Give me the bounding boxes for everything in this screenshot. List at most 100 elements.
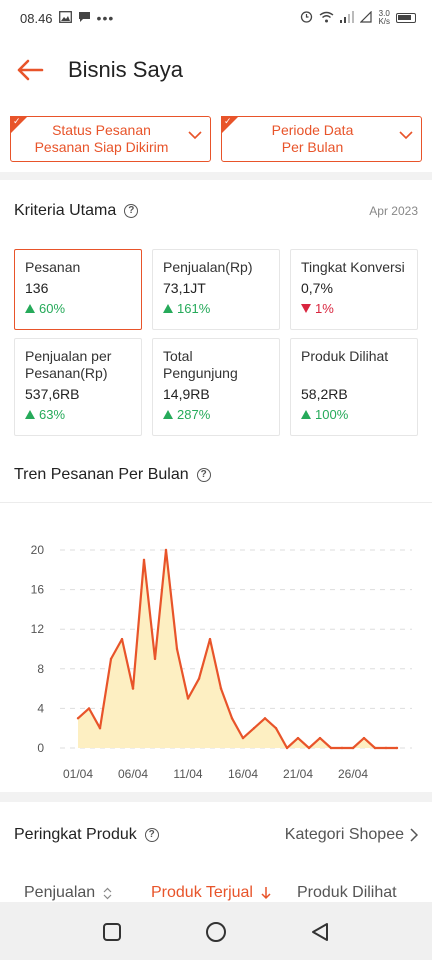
trend-up-icon (301, 410, 311, 419)
order-status-dropdown[interactable]: ✓ Status Pesanan Pesanan Siap Dikirim (10, 116, 211, 162)
x-tick-label: 06/04 (118, 767, 148, 781)
metric-card-product-views[interactable]: Produk Dilihat 58,2RB 100% (290, 338, 418, 436)
wifi-icon (319, 11, 334, 26)
sort-tab-product-views[interactable]: Produk Dilihat (297, 884, 397, 902)
metric-card-orders[interactable]: Pesanan 136 60% (14, 249, 142, 330)
signal-empty-icon (359, 10, 373, 26)
data-point (296, 736, 300, 740)
metrics-date: Apr 2023 (369, 204, 418, 218)
series-line (77, 548, 397, 750)
help-icon[interactable]: ? (124, 204, 139, 218)
alarm-icon (300, 10, 313, 26)
recent-apps-button[interactable] (100, 920, 124, 944)
data-point (87, 707, 91, 710)
data-point (109, 657, 113, 661)
page-title: Bisnis Saya (68, 57, 183, 82)
data-period-label: Periode Data (271, 122, 354, 138)
x-tick-label: 16/04 (228, 767, 258, 781)
network-speed: 3.0 K/s (378, 10, 390, 26)
chevron-right-icon (410, 828, 418, 842)
trend-up-icon (25, 304, 35, 313)
data-point (175, 647, 179, 651)
data-point (120, 637, 124, 641)
order-status-value: Pesanan Siap Dikirim (34, 139, 169, 155)
data-point (230, 717, 234, 720)
metric-value: 537,6RB (25, 386, 80, 402)
chat-icon (78, 11, 91, 26)
metric-label: Tingkat Konversi (301, 259, 405, 275)
metric-card-total-visitors[interactable]: Total Pengunjung 14,9RB 287% (152, 338, 280, 436)
order-status-label: Status Pesanan (52, 122, 151, 138)
check-icon: ✓ (224, 116, 232, 126)
x-tick-label: 11/04 (173, 767, 202, 781)
product-ranking-card: Peringkat Produk ? Kategori Shopee Penju… (0, 802, 432, 902)
home-button[interactable] (204, 920, 228, 944)
data-point (395, 746, 399, 750)
x-tick-label: 26/04 (338, 767, 368, 781)
order-trend-chart[interactable]: 0 4 8 12 16 20 01/04 06/04 11/04 16/04 21/04 26/04 (0, 502, 432, 792)
sort-tab-label: Produk Dilihat (297, 884, 397, 901)
back-nav-button[interactable] (308, 920, 332, 944)
data-point (285, 746, 289, 750)
data-point (98, 727, 102, 730)
key-metrics-header: Kriteria Utama ? (14, 202, 139, 220)
sort-tab-label: Produk Terjual (151, 884, 253, 901)
metric-value: 0,7% (301, 280, 333, 296)
metric-change: 287% (163, 407, 269, 422)
data-point (197, 677, 201, 680)
metric-label: Penjualan per Pesanan(Rp) (25, 348, 112, 381)
metric-change: 100% (301, 407, 407, 422)
sort-tab-sales[interactable]: Penjualan (24, 884, 112, 902)
metric-change-value: 63% (39, 407, 66, 422)
data-point (208, 637, 212, 641)
data-period-dropdown[interactable]: ✓ Periode Data Per Bulan (221, 116, 422, 162)
data-point (274, 727, 278, 730)
gallery-icon (58, 10, 72, 26)
network-speed-value: 3.0 (378, 9, 390, 18)
metric-card-sales-per-order[interactable]: Penjualan per Pesanan(Rp) 537,6RB 63% (14, 338, 142, 436)
data-point (131, 687, 135, 690)
y-tick-label: 20 (31, 543, 45, 557)
metric-change: 1% (301, 301, 407, 316)
order-trend-title: Tren Pesanan Per Bulan (14, 466, 189, 483)
sort-tab-products-sold[interactable]: Produk Terjual (151, 884, 271, 902)
back-arrow-icon (17, 59, 44, 81)
x-tick-label: 21/04 (283, 767, 313, 781)
order-trend-card: Tren Pesanan Per Bulan ? 0 4 8 12 16 20 01/04 0… (0, 452, 432, 792)
trend-down-icon (301, 304, 311, 313)
data-point (362, 736, 366, 740)
data-point (186, 697, 190, 700)
key-metrics-title: Kriteria Utama (14, 202, 117, 219)
back-button[interactable] (0, 36, 60, 104)
key-metrics-card: Kriteria Utama ? Apr 2023 Pesanan 136 60… (0, 180, 432, 452)
trend-up-icon (163, 410, 173, 419)
data-point (340, 746, 344, 750)
category-link[interactable]: Kategori Shopee (285, 826, 418, 844)
y-tick-label: 0 (37, 741, 44, 755)
data-point (219, 687, 223, 690)
battery-icon (396, 13, 416, 23)
y-tick-label: 16 (31, 583, 45, 597)
section-divider (0, 502, 432, 503)
metric-card-sales[interactable]: Penjualan(Rp) 73,1JT 161% (152, 249, 280, 330)
metric-value: 73,1JT (163, 280, 206, 296)
metric-change: 63% (25, 407, 131, 422)
help-icon[interactable]: ? (144, 828, 159, 842)
chevron-down-icon (188, 131, 202, 140)
status-time: 08.46 (20, 10, 53, 26)
data-point (252, 727, 256, 730)
help-icon[interactable]: ? (196, 468, 211, 482)
metric-label: Total Pengunjung (163, 348, 238, 381)
signal-icon (340, 10, 355, 26)
data-point (318, 736, 322, 740)
product-ranking-title: Peringkat Produk (14, 826, 137, 843)
trend-up-icon (163, 304, 173, 313)
metric-card-conversion-rate[interactable]: Tingkat Konversi 0,7% 1% (290, 249, 418, 330)
data-point (164, 548, 168, 552)
data-point (76, 717, 80, 720)
metric-label: Penjualan(Rp) (163, 259, 253, 275)
series-area (78, 550, 397, 748)
metric-change-value: 100% (315, 407, 349, 422)
selected-corner-mark (221, 116, 239, 134)
square-icon (103, 923, 121, 941)
